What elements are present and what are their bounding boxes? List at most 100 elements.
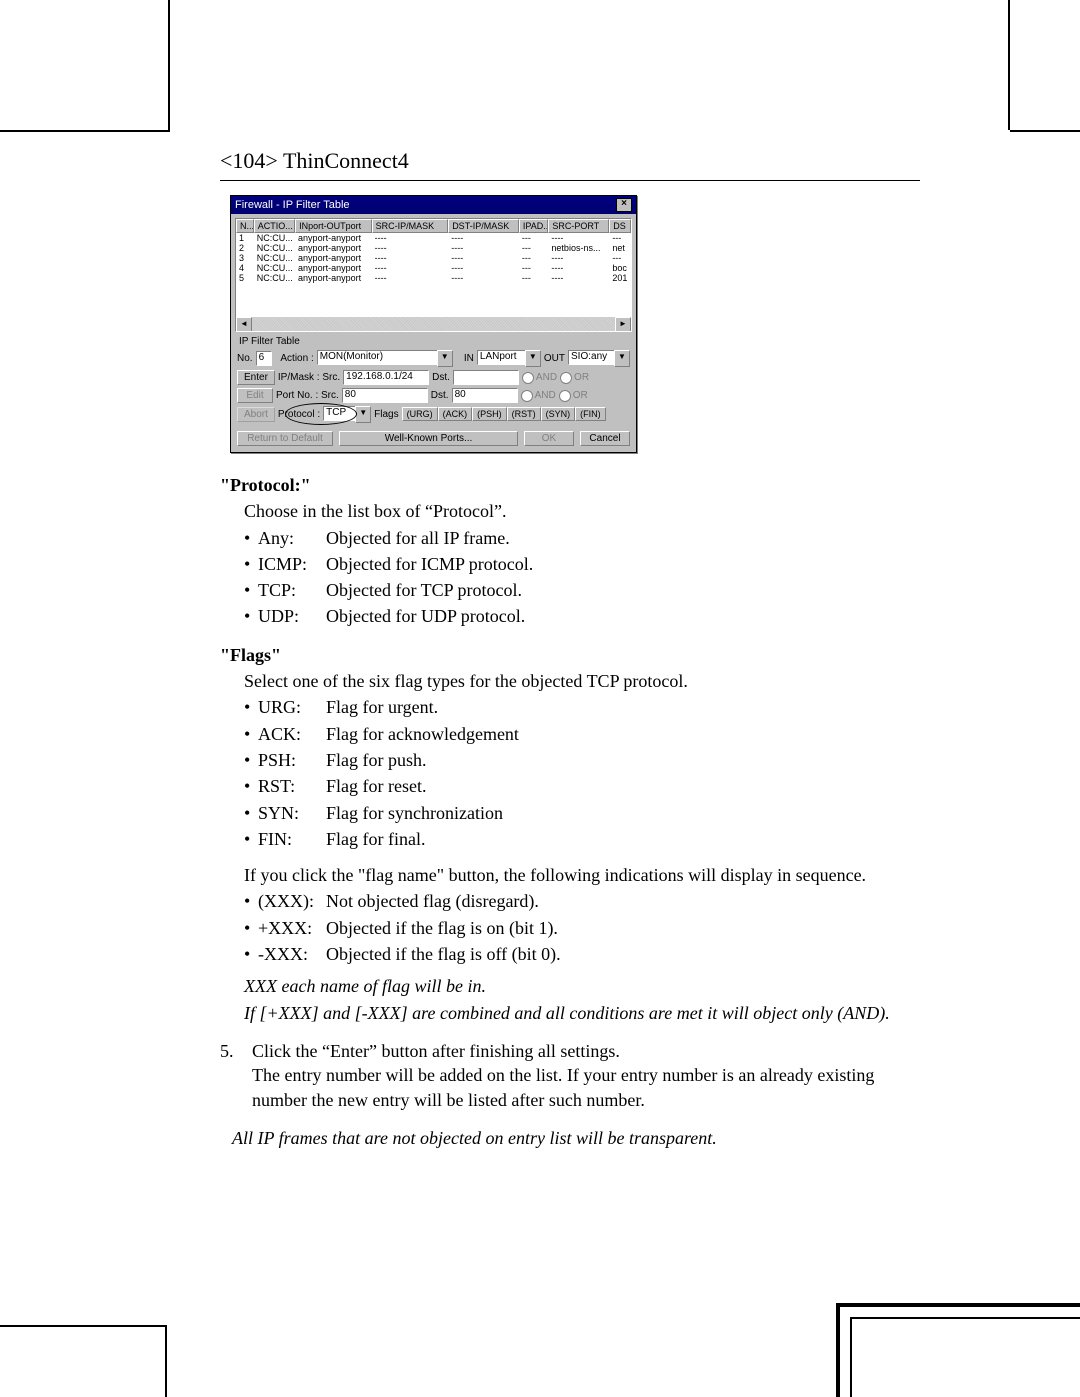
abort-button[interactable]: Abort (237, 407, 275, 422)
grid-body: 1NC:CU...anyport-anyport----------------… (236, 233, 631, 283)
crop-mark (1010, 130, 1080, 132)
crop-mark (1008, 0, 1010, 130)
table-row[interactable]: 5NC:CU...anyport-anyport---------------2… (236, 273, 631, 283)
table-row[interactable]: 2NC:CU...anyport-anyport-----------netbi… (236, 243, 631, 253)
col-dstmask[interactable]: DST-IP/MASK (448, 219, 519, 233)
col-inout[interactable]: INport-OUTport (295, 219, 372, 233)
scroll-left-icon[interactable]: ◄ (236, 317, 252, 332)
step5-line2: The entry number will be added on the li… (252, 1063, 920, 1112)
flags-desc: Select one of the six flag types for the… (244, 669, 920, 693)
enter-button[interactable]: Enter (237, 370, 275, 385)
scroll-track[interactable] (252, 317, 615, 331)
close-icon[interactable]: × (616, 198, 632, 212)
chevron-down-icon[interactable]: ▼ (525, 350, 541, 367)
list-item: •-XXX:Objected if the flag is off (bit 0… (244, 942, 920, 966)
col-n[interactable]: N... (236, 219, 254, 233)
edit-button[interactable]: Edit (237, 388, 273, 403)
out-select[interactable]: SIO:any ▼ (568, 350, 630, 367)
chevron-down-icon[interactable]: ▼ (437, 350, 453, 367)
ok-button[interactable]: OK (524, 431, 574, 446)
list-item: •URG:Flag for urgent. (244, 695, 920, 719)
crop-mark (168, 0, 170, 130)
flag-button[interactable]: (ACK) (438, 407, 473, 421)
protocol-select[interactable]: TCP ▼ (323, 406, 371, 423)
list-item: •Any:Objected for all IP frame. (244, 526, 920, 550)
wellknown-ports-button[interactable]: Well-Known Ports... (339, 431, 518, 446)
step-number: 5. (220, 1039, 252, 1112)
col-srcmask[interactable]: SRC-IP/MASK (372, 219, 449, 233)
portno-label: Port No. : Src. (276, 390, 339, 401)
and-radio-2[interactable]: AND (521, 390, 556, 402)
src-ipmask-input[interactable]: 192.168.0.1/24 (343, 370, 429, 385)
scroll-right-icon[interactable]: ► (615, 317, 631, 332)
page-number: <104> (220, 148, 278, 173)
flag-button[interactable]: (FIN) (575, 407, 606, 421)
ipmask-label: IP/Mask : Src. (278, 372, 340, 383)
dst-label: Dst. (432, 372, 450, 383)
cancel-button[interactable]: Cancel (580, 431, 630, 446)
grid-header: N... ACTIO... INport-OUTport SRC-IP/MASK… (236, 219, 631, 233)
protocol-heading: "Protocol:" (220, 475, 311, 495)
list-item: •ACK:Flag for acknowledgement (244, 722, 920, 746)
table-row[interactable]: 4NC:CU...anyport-anyport---------------b… (236, 263, 631, 273)
action-select[interactable]: MON(Monitor) ▼ (317, 350, 453, 367)
list-item: •SYN:Flag for synchronization (244, 801, 920, 825)
flags-group: (URG)(ACK)(PSH)(RST)(SYN)(FIN) (402, 409, 606, 420)
horiz-scrollbar[interactable]: ◄ ► (236, 317, 631, 331)
crop-mark (0, 130, 170, 132)
firewall-dialog: Firewall - IP Filter Table × N... ACTIO.… (230, 195, 637, 453)
table-row[interactable]: 3NC:CU...anyport-anyport----------------… (236, 253, 631, 263)
dst-ipmask-input[interactable] (453, 370, 519, 385)
panel-title: IP Filter Table (239, 336, 630, 347)
col-ds[interactable]: DS (609, 219, 631, 233)
list-item: •RST:Flag for reset. (244, 774, 920, 798)
list-item: •UDP:Objected for UDP protocol. (244, 604, 920, 628)
dialog-title: Firewall - IP Filter Table (235, 199, 350, 211)
list-item: •+XXX:Objected if the flag is on (bit 1)… (244, 916, 920, 940)
list-item: •ICMP:Objected for ICMP protocol. (244, 552, 920, 576)
flag-button[interactable]: (SYN) (541, 407, 576, 421)
list-item: •TCP:Objected for TCP protocol. (244, 578, 920, 602)
flags-label: Flags (374, 409, 398, 420)
out-label: OUT (544, 353, 565, 364)
chevron-down-icon[interactable]: ▼ (355, 406, 371, 423)
crop-mark (0, 1325, 167, 1327)
in-label: IN (464, 353, 474, 364)
list-item: •(XXX):Not objected flag (disregard). (244, 889, 920, 913)
footnote: All IP frames that are not objected on e… (232, 1126, 920, 1150)
in-select[interactable]: LANport ▼ (477, 350, 541, 367)
titlebar: Firewall - IP Filter Table × (231, 196, 636, 214)
product-name: ThinConnect4 (283, 148, 409, 173)
action-label: Action : (280, 353, 313, 364)
filter-grid[interactable]: N... ACTIO... INport-OUTport SRC-IP/MASK… (235, 218, 632, 332)
col-srcport[interactable]: SRC-PORT (548, 219, 609, 233)
flagclick-note: If you click the "flag name" button, the… (244, 863, 920, 887)
chevron-down-icon[interactable]: ▼ (614, 350, 630, 367)
or-radio[interactable]: OR (560, 372, 589, 384)
flag-button[interactable]: (RST) (507, 407, 541, 421)
dst-port-input[interactable]: 80 (452, 388, 518, 403)
no-label: No. (237, 353, 253, 364)
flag-button[interactable]: (PSH) (472, 407, 507, 421)
table-row[interactable]: 1NC:CU...anyport-anyport----------------… (236, 233, 631, 243)
or-radio-2[interactable]: OR (559, 390, 588, 402)
crop-mark (836, 1303, 1080, 1397)
protocol-label: Protocol : (278, 409, 320, 420)
flags-heading: "Flags" (220, 645, 281, 665)
list-item: •PSH:Flag for push. (244, 748, 920, 772)
step5-line1: Click the “Enter” button after finishing… (252, 1039, 920, 1063)
dst-port-label: Dst. (431, 390, 449, 401)
col-action[interactable]: ACTIO... (254, 219, 295, 233)
and-radio[interactable]: AND (522, 372, 557, 384)
em-note-2: If [+XXX] and [-XXX] are combined and al… (244, 1001, 920, 1025)
return-default-button[interactable]: Return to Default (237, 431, 333, 446)
flag-button[interactable]: (URG) (402, 407, 438, 421)
page-header: <104> ThinConnect4 (220, 148, 920, 174)
header-rule (220, 180, 920, 181)
no-input[interactable]: 6 (256, 351, 272, 366)
list-item: •FIN:Flag for final. (244, 827, 920, 851)
em-note-1: XXX each name of flag will be in. (244, 974, 920, 998)
src-port-input[interactable]: 80 (342, 388, 428, 403)
crop-mark (165, 1327, 167, 1397)
col-ipad[interactable]: IPAD... (519, 219, 549, 233)
